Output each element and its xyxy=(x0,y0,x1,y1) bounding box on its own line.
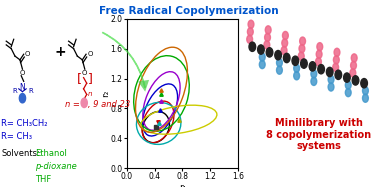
Circle shape xyxy=(284,53,290,63)
Circle shape xyxy=(345,88,351,97)
Circle shape xyxy=(248,28,253,36)
Circle shape xyxy=(328,83,334,91)
Text: n: n xyxy=(88,91,93,97)
Text: Minilibrary with
8 copolymerization
systems: Minilibrary with 8 copolymerization syst… xyxy=(266,118,371,151)
Text: R: R xyxy=(28,88,33,94)
Circle shape xyxy=(292,56,299,65)
Text: Free Radical Copolymerization: Free Radical Copolymerization xyxy=(99,6,279,16)
Circle shape xyxy=(351,61,356,70)
Circle shape xyxy=(258,45,264,54)
Circle shape xyxy=(317,43,323,51)
Circle shape xyxy=(248,20,254,28)
Circle shape xyxy=(309,62,316,71)
Text: R= CH₃CH₂: R= CH₃CH₂ xyxy=(1,119,48,128)
Circle shape xyxy=(277,66,282,74)
Text: +: + xyxy=(54,45,66,59)
Y-axis label: r₂: r₂ xyxy=(101,90,110,97)
Text: O: O xyxy=(19,70,25,76)
Circle shape xyxy=(333,56,339,64)
Text: O: O xyxy=(25,51,30,57)
Text: O: O xyxy=(87,51,93,57)
Circle shape xyxy=(333,63,339,71)
Circle shape xyxy=(247,35,253,43)
X-axis label: r₁: r₁ xyxy=(179,183,186,187)
Circle shape xyxy=(282,31,288,40)
Circle shape xyxy=(277,59,282,67)
Text: N: N xyxy=(20,83,25,92)
Circle shape xyxy=(265,33,270,42)
Text: [: [ xyxy=(77,72,82,85)
Circle shape xyxy=(344,73,350,82)
Circle shape xyxy=(300,37,305,45)
Circle shape xyxy=(294,64,299,72)
Circle shape xyxy=(301,59,307,68)
Circle shape xyxy=(81,98,87,108)
Circle shape xyxy=(265,26,271,34)
Circle shape xyxy=(264,41,270,49)
Circle shape xyxy=(259,60,265,69)
Circle shape xyxy=(335,70,342,79)
Circle shape xyxy=(316,58,321,66)
Circle shape xyxy=(298,52,304,60)
Text: R= CH₃: R= CH₃ xyxy=(1,132,32,141)
Text: R: R xyxy=(12,88,17,94)
Circle shape xyxy=(275,50,281,60)
Circle shape xyxy=(328,75,334,84)
Text: Ethanol: Ethanol xyxy=(35,149,67,158)
Text: O: O xyxy=(82,70,87,76)
Circle shape xyxy=(19,94,26,103)
Circle shape xyxy=(299,45,305,53)
Circle shape xyxy=(327,67,333,77)
Circle shape xyxy=(316,50,322,58)
FancyArrowPatch shape xyxy=(103,37,149,92)
Text: THF: THF xyxy=(35,175,51,184)
Text: ]: ] xyxy=(88,72,93,85)
Circle shape xyxy=(249,42,256,51)
Circle shape xyxy=(363,94,368,102)
Circle shape xyxy=(311,70,317,78)
Circle shape xyxy=(311,77,317,85)
Text: n = 1, 9 and 23: n = 1, 9 and 23 xyxy=(65,100,130,109)
Circle shape xyxy=(294,72,299,80)
Text: p-dioxane: p-dioxane xyxy=(35,162,77,171)
Circle shape xyxy=(352,76,359,85)
Circle shape xyxy=(345,81,351,89)
Circle shape xyxy=(266,48,273,57)
Circle shape xyxy=(259,53,265,61)
Circle shape xyxy=(363,87,368,95)
Circle shape xyxy=(350,69,356,77)
FancyArrowPatch shape xyxy=(102,32,145,88)
Circle shape xyxy=(318,65,324,74)
Circle shape xyxy=(361,79,367,88)
Text: Solvents:: Solvents: xyxy=(1,149,40,158)
Circle shape xyxy=(334,48,340,56)
Circle shape xyxy=(281,46,287,55)
Circle shape xyxy=(351,54,357,62)
Circle shape xyxy=(282,39,288,47)
